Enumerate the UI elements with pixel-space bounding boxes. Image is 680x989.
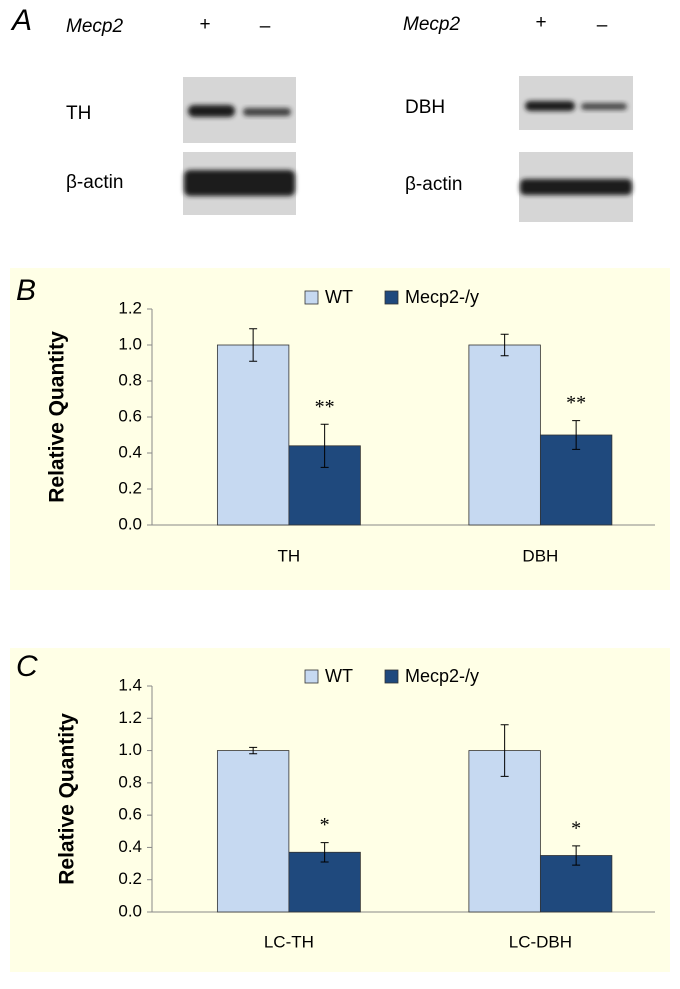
significance-label: * (571, 817, 581, 839)
genotype-label: + (199, 14, 210, 35)
legend-label: WT (325, 666, 353, 686)
legend-label: WT (325, 287, 353, 307)
y-axis-label: Relative Quantity (46, 331, 69, 503)
y-tick-label: 0.4 (118, 837, 142, 856)
error-bar (500, 724, 509, 777)
y-tick-label: 0.0 (118, 514, 142, 533)
y-tick-label: 0.4 (118, 442, 142, 461)
panel-letter: B (16, 274, 36, 307)
bar (216, 344, 290, 526)
blot-band (525, 101, 575, 111)
legend-swatch (384, 290, 399, 305)
bar (216, 750, 290, 913)
x-tick-label: TH (278, 546, 301, 565)
blot-band (188, 105, 235, 117)
y-tick-label: 0.8 (118, 772, 142, 791)
blot-label: β-actin (405, 174, 462, 195)
genotype-label: – (597, 15, 608, 36)
panel-background (10, 648, 670, 972)
bar (539, 434, 613, 526)
error-bar (320, 423, 329, 468)
y-tick-label: 0.6 (118, 805, 142, 824)
significance-label: ** (315, 396, 335, 418)
y-axis-label: Relative Quantity (56, 713, 79, 885)
error-bar (500, 333, 509, 357)
error-bar (249, 328, 258, 362)
blot-label: β-actin (66, 172, 123, 193)
error-bar (572, 420, 581, 450)
x-tick-label: LC-DBH (509, 932, 572, 951)
bar (468, 750, 541, 913)
gene-label: Mecp2 (403, 14, 460, 35)
legend-swatch (384, 669, 399, 684)
blot-band (184, 170, 295, 196)
blot-band (243, 108, 291, 116)
y-tick-label: 1.2 (118, 298, 142, 317)
blot-band (520, 179, 632, 195)
y-tick-label: 0.0 (118, 901, 142, 920)
panel-background (10, 268, 670, 590)
y-tick-label: 0.8 (118, 370, 142, 389)
genotype-label: – (260, 16, 271, 37)
bar (468, 344, 541, 526)
legend-label: Mecp2-/y (405, 287, 479, 307)
x-tick-label: LC-TH (264, 932, 314, 951)
genotype-label: + (535, 12, 546, 33)
legend-label: Mecp2-/y (405, 666, 479, 686)
blot-label: TH (66, 103, 91, 124)
bar (539, 855, 613, 913)
legend-swatch (304, 669, 319, 684)
error-bar (320, 842, 329, 863)
blot-band (581, 103, 627, 110)
panel-letter: C (16, 650, 38, 683)
y-tick-label: 0.6 (118, 406, 142, 425)
gene-label: Mecp2 (66, 16, 123, 37)
x-tick-label: DBH (522, 546, 558, 565)
significance-label: ** (566, 392, 586, 414)
y-tick-label: 1.0 (118, 740, 142, 759)
y-tick-label: 0.2 (118, 478, 142, 497)
y-tick-label: 1.4 (118, 675, 142, 694)
panel-letter: A (10, 4, 32, 37)
blot-label: DBH (405, 97, 445, 118)
legend-swatch (304, 290, 319, 305)
y-tick-label: 0.2 (118, 869, 142, 888)
error-bar (572, 845, 581, 866)
y-tick-label: 1.2 (118, 708, 142, 727)
error-bar (249, 746, 258, 755)
significance-label: * (320, 814, 330, 836)
y-tick-label: 1.0 (118, 334, 142, 353)
